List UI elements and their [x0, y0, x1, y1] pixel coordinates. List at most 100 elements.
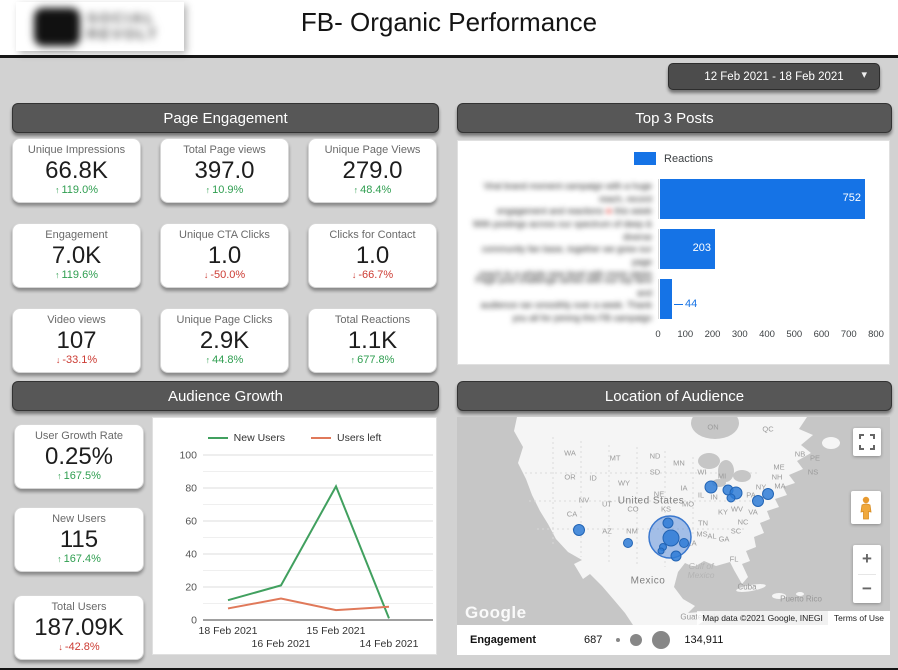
map-label: WI — [697, 467, 707, 477]
kpi-delta: ↓ -33.1% — [55, 354, 98, 366]
kpi-card: Unique Page Views 279.0 ↑ 48.4% — [308, 138, 437, 203]
line-legend-item: Users left — [311, 432, 381, 444]
bubble-size-dot-large — [652, 631, 671, 649]
map-label: MN — [673, 458, 685, 468]
kpi-label: Unique Impressions — [27, 144, 126, 156]
map-label: NB — [794, 449, 806, 459]
map-bubble-markers — [573, 480, 774, 562]
kpi-label: User Growth Rate — [34, 430, 124, 442]
line-legend-item: New Users — [207, 432, 285, 444]
arrow-up-icon: ↑ — [57, 554, 62, 564]
arrow-down-icon: ↓ — [351, 270, 357, 280]
reactions-bar — [660, 179, 865, 219]
bar-value-label: 752 — [842, 192, 861, 204]
kpi-card: Engagement 7.0K ↑ 119.6% — [12, 223, 141, 288]
fullscreen-button[interactable] — [853, 428, 881, 456]
zoom-divider — [858, 573, 876, 575]
map-label: WY — [617, 478, 631, 488]
arrow-down-icon: ↓ — [58, 642, 63, 652]
kpi-value: 1.0 — [207, 242, 242, 269]
pegman-button[interactable] — [851, 491, 881, 524]
audience-growth-chart-panel: New Users Users left 0 20 40 60 80 100 18 Feb 2… — [152, 417, 437, 655]
legend-line-swatch — [311, 437, 331, 439]
brand-logo-text-1: SOCIAL — [87, 9, 156, 27]
x-axis-tick: 0 — [655, 329, 661, 340]
map-label: ME — [773, 462, 785, 472]
map-label: CA — [566, 509, 578, 519]
x-axis-tick: 300 — [731, 329, 748, 340]
section-header-top-posts: Top 3 Posts — [457, 103, 892, 133]
bar-row: Page post challenge series with our top … — [458, 274, 889, 324]
map-label: PA — [746, 490, 756, 500]
bar-chart-rows: Viral brand moment campaign with a huge … — [458, 174, 889, 324]
map-label: TN — [698, 518, 708, 528]
legend-series-label: Users left — [337, 432, 382, 444]
kpi-value: 397.0 — [194, 157, 255, 184]
kpi-card: Unique Page Clicks 2.9K ↑ 44.8% — [160, 308, 289, 373]
section-header-audience-growth: Audience Growth — [12, 381, 439, 411]
map-label: MI — [717, 471, 727, 481]
brand-logo: SOCIAL REVOLT — [16, 2, 184, 51]
map-label: NS — [807, 467, 819, 477]
map-attribution: Map data ©2021 Google, INEGI — [697, 611, 828, 625]
kpi-card: New Users 115 ↑ 167.4% — [14, 507, 144, 572]
map-label: MT — [609, 453, 621, 463]
map-label: Puerto Rico — [780, 594, 822, 604]
bubble-size-dot-small — [616, 638, 621, 642]
arrow-down-icon: ↓ — [55, 355, 61, 365]
chevron-down-icon: ▾ — [861, 69, 867, 81]
map-label: ND — [649, 451, 661, 461]
terms-of-use-link[interactable]: Terms of Use — [827, 611, 890, 625]
bar-value-label: 203 — [692, 242, 711, 254]
kpi-value: 115 — [59, 526, 99, 553]
map-label: WV — [730, 504, 744, 514]
map-label: KY — [717, 507, 729, 517]
kpi-delta: ↓ -42.8% — [58, 641, 100, 653]
kpi-value: 66.8K — [45, 157, 108, 184]
map-label: United States — [617, 495, 685, 507]
map-label: NE — [653, 489, 665, 499]
map-label: Gulf of — [688, 561, 714, 571]
kpi-label: Clicks for Contact — [329, 229, 416, 241]
brand-logo-icon — [34, 7, 80, 46]
arrow-up-icon: ↑ — [350, 355, 356, 365]
map-label: AZ — [602, 526, 612, 536]
date-range-selector[interactable]: 12 Feb 2021 - 18 Feb 2021 ▾ — [668, 63, 880, 90]
map-label: GA — [718, 534, 730, 544]
map-zoom-control: + − — [853, 545, 881, 603]
kpi-label: Unique Page Views — [324, 144, 421, 156]
map-label: IA — [680, 483, 688, 493]
bar-chart-legend: Reactions — [458, 152, 889, 165]
map-label: PE — [809, 453, 821, 463]
bubble-legend-max: 134,911 — [684, 634, 724, 646]
map-label: LA — [687, 538, 697, 548]
map-label: CO — [627, 504, 639, 514]
map-label: MA — [774, 481, 786, 491]
map-label: OR — [564, 472, 576, 482]
kpi-delta: ↑ 119.0% — [55, 184, 98, 196]
zoom-in-button[interactable]: + — [862, 549, 872, 569]
kpi-delta: ↑ 48.4% — [353, 184, 392, 196]
bar-row: With postings across our spectrum of dee… — [458, 219, 889, 279]
kpi-delta: ↑ 167.4% — [57, 553, 101, 565]
kpi-card: Unique Impressions 66.8K ↑ 119.0% — [12, 138, 141, 203]
google-logo: Google — [465, 603, 527, 622]
x-axis-tick: 700 — [840, 329, 857, 340]
map-label: SD — [649, 467, 661, 477]
section-title: Location of Audience — [604, 387, 745, 405]
post-caption-blurred: Page post challenge series with our top … — [475, 275, 652, 323]
kpi-card: Total Page views 397.0 ↑ 10.9% — [160, 138, 289, 203]
kpi-value: 279.0 — [342, 157, 403, 184]
kpi-card: Total Reactions 1.1K ↑ 677.8% — [308, 308, 437, 373]
kpi-label: Unique Page Clicks — [176, 314, 273, 326]
map-label: AL — [707, 531, 717, 541]
audience-map[interactable]: WA MT ND MN OR ID WY SD NE IA WI MI IL IN NY PA NH MA ME NB… — [457, 417, 890, 625]
map-label: MS — [696, 529, 708, 539]
kpi-delta: ↑ 167.5% — [57, 470, 101, 482]
section-title: Audience Growth — [167, 387, 284, 405]
x-axis-tick: 800 — [868, 329, 884, 340]
audience-growth-kpi-column: User Growth Rate 0.25% ↑ 167.5% New Users 115… — [14, 424, 144, 660]
zoom-out-button[interactable]: − — [862, 578, 872, 598]
map-label: IL — [697, 490, 705, 500]
bar-row: Viral brand moment campaign with a huge … — [458, 174, 889, 224]
